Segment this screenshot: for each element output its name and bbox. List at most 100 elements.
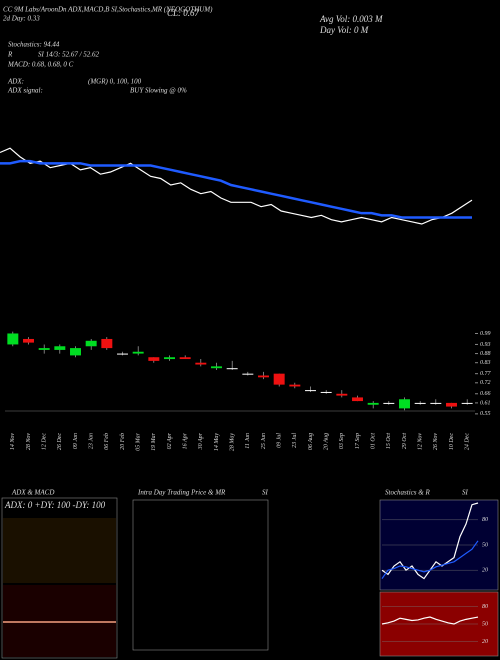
- x-tick-label: 09 Jul: [277, 433, 283, 448]
- x-tick-label: 11 Jun: [245, 433, 251, 449]
- x-tick-label: 09 Jan: [73, 433, 79, 449]
- candle-body: [211, 366, 222, 369]
- y-tick-label: 0.99: [480, 331, 491, 337]
- x-tick-label: 28 May: [230, 433, 236, 451]
- x-tick-label: 24 Dec: [464, 433, 471, 450]
- x-tick-label: 05 Mar: [136, 432, 142, 450]
- candle-body: [446, 402, 457, 407]
- x-tick-label: 25 Jun: [261, 433, 267, 449]
- y-tick-label: 0.72: [480, 380, 491, 386]
- candle-body: [148, 357, 160, 361]
- panel-title: Stochastics & R: [385, 489, 430, 497]
- y-tick-label: 80: [482, 517, 488, 523]
- x-tick-label: 06 Feb: [104, 433, 110, 450]
- header-text: CC 9M Labs/AroonDn ADX,MACD,B SI,Stochas…: [3, 6, 213, 14]
- series-line: [0, 159, 472, 219]
- candle-body: [164, 357, 175, 360]
- candle-body: [38, 348, 50, 350]
- y-tick-label: 0.55: [480, 411, 491, 417]
- candle-body: [289, 384, 301, 387]
- x-tick-label: 26 Nov: [433, 433, 439, 451]
- y-tick-label: 0.93: [480, 342, 491, 348]
- candle-body: [383, 402, 395, 404]
- stoch-text: R: [7, 51, 13, 59]
- x-tick-label: 01 Oct: [371, 433, 377, 449]
- adx-lower: [3, 585, 116, 657]
- candle-body: [305, 390, 316, 392]
- y-tick-label: 20: [482, 568, 488, 574]
- y-tick-label: 0.88: [480, 351, 491, 357]
- header-text: 2d Day: 0.33: [3, 15, 40, 23]
- x-tick-label: 17 Sep: [355, 433, 361, 449]
- candle-body: [430, 402, 442, 404]
- x-tick-label: 28 Nov: [26, 433, 32, 451]
- candle-body: [352, 397, 363, 402]
- x-tick-label: 19 Mar: [151, 432, 157, 450]
- close-label: CL: 0.67: [167, 8, 200, 18]
- x-tick-label: 30 Apr: [198, 432, 204, 450]
- day-vol: Day Vol: 0 M: [319, 25, 369, 35]
- panel-title: SI: [262, 489, 269, 497]
- macd-text: MACD: 0.68, 0.68, 0 C: [7, 61, 74, 69]
- y-tick-label: 0.61: [480, 400, 491, 406]
- adx-text: (MGR) 0, 100, 100: [88, 78, 142, 86]
- x-tick-label: 02 Apr: [167, 432, 173, 449]
- series-line: [0, 147, 473, 225]
- candle-body: [117, 353, 128, 355]
- x-tick-label: 15 Oct: [386, 433, 392, 449]
- candle-body: [54, 346, 66, 350]
- x-tick-label: 23 Jul: [292, 433, 298, 448]
- y-tick-label: 0.77: [480, 371, 492, 377]
- candle-body: [336, 393, 348, 396]
- si-text: SI 14/3: 52.67 / 52.62: [38, 51, 100, 59]
- intraday-panel: [132, 499, 269, 651]
- y-tick-label: 50: [482, 621, 488, 627]
- candle-body: [461, 402, 473, 404]
- adx-text: ADX:: [7, 78, 24, 86]
- y-tick-label: 80: [482, 604, 488, 610]
- series-line: [381, 540, 479, 579]
- x-tick-label: 26 Dec: [57, 433, 63, 450]
- series-line: [381, 616, 479, 625]
- candle-body: [414, 402, 426, 404]
- y-tick-label: 50: [482, 542, 488, 548]
- candle-body: [320, 391, 332, 393]
- candle-body: [85, 340, 97, 347]
- stoch-text: Stochastics: 94.44: [8, 41, 60, 49]
- candle-body: [242, 373, 254, 375]
- x-tick-label: 10 Dec: [449, 433, 455, 450]
- x-tick-label: 29 Oct: [402, 433, 408, 449]
- candle-body: [273, 373, 285, 385]
- x-tick-label: 23 Jan: [89, 433, 95, 449]
- x-tick-label: 14 Nov: [9, 433, 16, 451]
- y-tick-label: 20: [482, 639, 488, 645]
- x-tick-label: 03 Sep: [339, 433, 345, 449]
- x-tick-label: 12 Dec: [42, 433, 48, 450]
- y-tick-label: 0.83: [480, 360, 491, 366]
- adx-text: BUY Slowing @ 0%: [130, 87, 187, 95]
- panel-title: Intra Day Trading Price & MR: [137, 489, 226, 497]
- candle-body: [258, 375, 269, 378]
- candle-body: [367, 402, 379, 405]
- y-tick-label: 0.66: [480, 391, 491, 397]
- adx-upper: [3, 518, 116, 583]
- candle-body: [132, 351, 144, 354]
- avg-vol: Avg Vol: 0.003 M: [319, 14, 383, 24]
- panel-subtitle: ADX: 0 +DY: 100 -DY: 100: [4, 500, 106, 510]
- panel-title: SI: [462, 489, 469, 497]
- x-tick-label: 12 Nov: [418, 433, 424, 451]
- candle-body: [23, 338, 34, 343]
- candle-body: [70, 348, 81, 356]
- x-tick-label: 14 May: [213, 433, 220, 451]
- adx-text: ADX signal:: [7, 87, 43, 95]
- x-tick-label: 20 Aug: [324, 433, 330, 450]
- candle-body: [399, 399, 410, 409]
- candle-body: [7, 333, 19, 345]
- panel-title: ADX & MACD: [11, 489, 54, 497]
- candle-body: [195, 362, 207, 365]
- candle-body: [179, 357, 191, 360]
- x-tick-label: 20 Feb: [120, 433, 126, 450]
- x-tick-label: 16 Apr: [183, 432, 189, 449]
